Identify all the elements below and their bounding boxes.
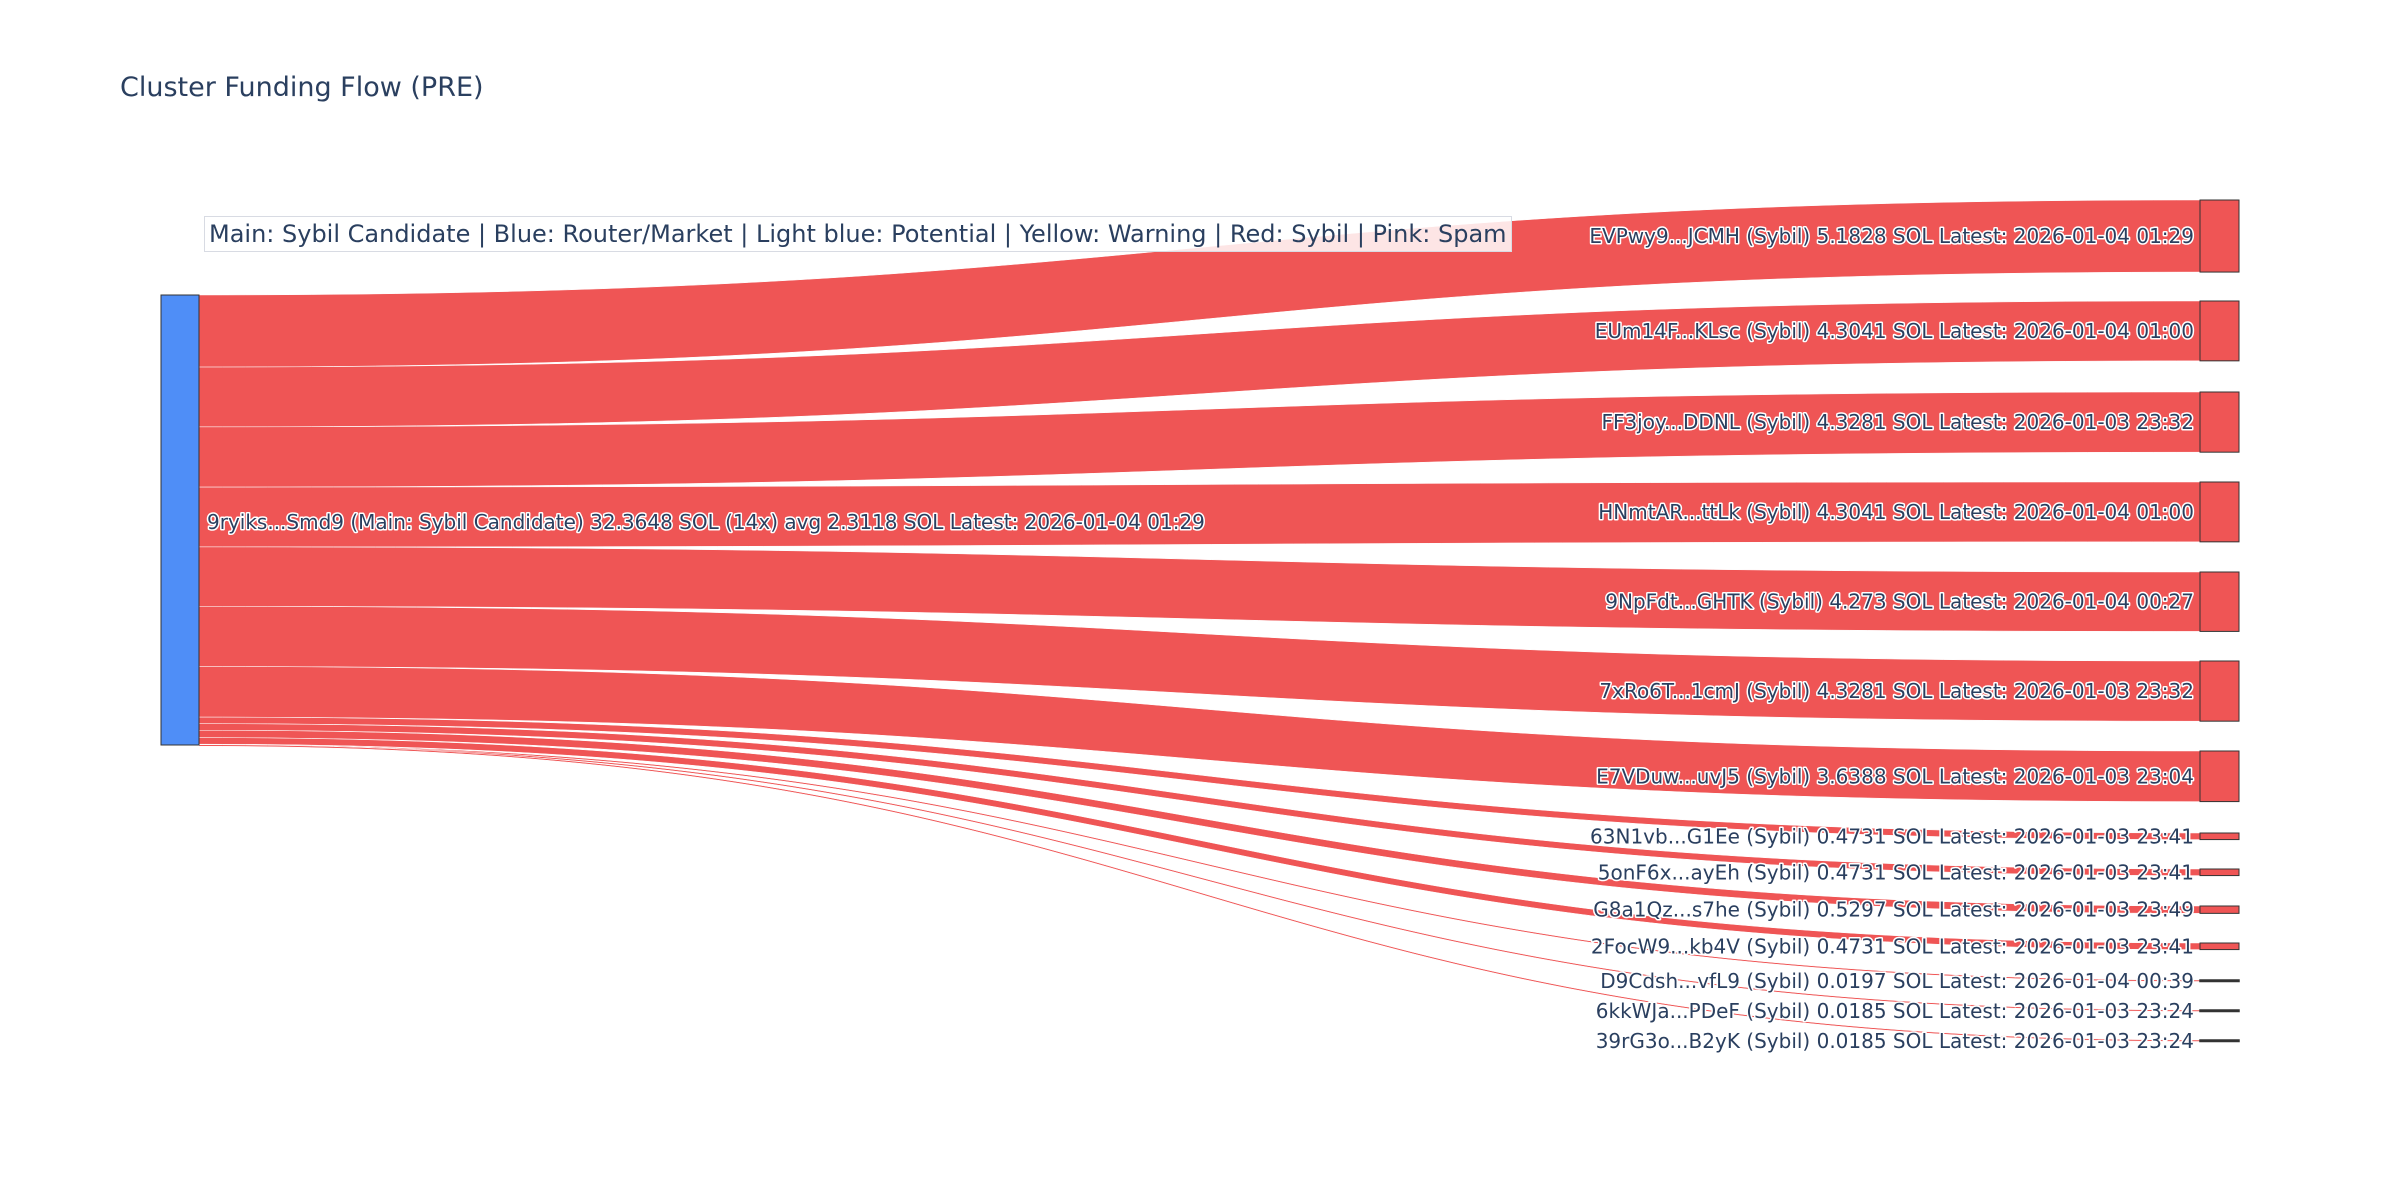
chart-title: Cluster Funding Flow (PRE)	[120, 72, 484, 103]
target-node[interactable]	[2199, 979, 2240, 983]
target-node-label: 2FocW9...kb4V (Sybil) 0.4731 SOL Latest:…	[1591, 934, 2194, 958]
target-node[interactable]	[2199, 300, 2240, 362]
target-node[interactable]	[2199, 391, 2240, 453]
target-node[interactable]	[2199, 660, 2240, 722]
legend-annotation: Main: Sybil Candidate | Blue: Router/Mar…	[204, 216, 1512, 252]
target-node-label: G8a1Qz...s7he (Sybil) 0.5297 SOL Latest:…	[1593, 898, 2194, 922]
target-node-label: 63N1vb...G1Ee (Sybil) 0.4731 SOL Latest:…	[1590, 824, 2194, 848]
target-node[interactable]	[2199, 571, 2240, 632]
target-node-label: 5onF6x...ayEh (Sybil) 0.4731 SOL Latest:…	[1598, 860, 2194, 884]
target-node[interactable]	[2199, 868, 2240, 877]
nodes-layer	[160, 199, 2240, 1043]
target-node[interactable]	[2199, 750, 2240, 803]
target-node-label: EVPwy9...JCMH (Sybil) 5.1828 SOL Latest:…	[1589, 224, 2194, 248]
target-node[interactable]	[2199, 481, 2240, 543]
source-node-label: 9ryiks...Smd9 (Main: Sybil Candidate) 32…	[207, 510, 1205, 534]
target-node[interactable]	[2199, 1039, 2240, 1043]
target-node[interactable]	[2199, 832, 2240, 841]
target-node-label: FF3joy...DDNL (Sybil) 4.3281 SOL Latest:…	[1601, 410, 2194, 434]
labels-layer: EVPwy9...JCMH (Sybil) 5.1828 SOL Latest:…	[206, 223, 2196, 1055]
target-node-label: 39rG3o...B2yK (Sybil) 0.0185 SOL Latest:…	[1596, 1029, 2194, 1053]
links-layer	[198, 199, 2201, 1042]
target-node-label: D9Cdsh...vfL9 (Sybil) 0.0197 SOL Latest:…	[1600, 969, 2194, 993]
target-node-label: 9NpFdt...GHTK (Sybil) 4.273 SOL Latest: …	[1605, 590, 2194, 614]
source-node[interactable]	[160, 294, 200, 746]
target-node[interactable]	[2199, 905, 2240, 914]
target-node-label: E7VDuw...uvJ5 (Sybil) 3.6388 SOL Latest:…	[1596, 764, 2194, 788]
target-node-label: 7xRo6T...1cmJ (Sybil) 4.3281 SOL Latest:…	[1599, 679, 2194, 703]
target-node[interactable]	[2199, 942, 2240, 951]
target-node[interactable]	[2199, 1009, 2240, 1013]
target-node-label: HNmtAR...ttLk (Sybil) 4.3041 SOL Latest:…	[1598, 500, 2194, 524]
target-node-label: 6kkWJa...PDeF (Sybil) 0.0185 SOL Latest:…	[1596, 999, 2194, 1023]
target-node-label: EUm14F...KLsc (Sybil) 4.3041 SOL Latest:…	[1595, 319, 2194, 343]
target-node[interactable]	[2199, 199, 2240, 273]
